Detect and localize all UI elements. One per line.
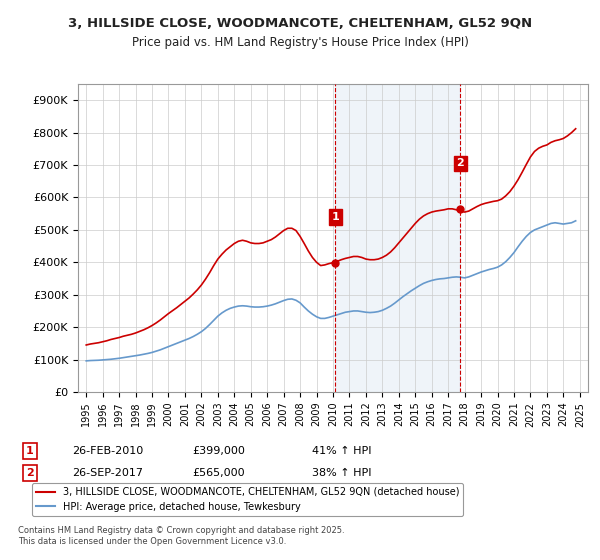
Text: 2: 2 [26,468,34,478]
Text: 1: 1 [332,212,340,222]
Text: 26-SEP-2017: 26-SEP-2017 [72,468,143,478]
Text: Contains HM Land Registry data © Crown copyright and database right 2025.
This d: Contains HM Land Registry data © Crown c… [18,526,344,546]
Bar [335,84,460,392]
Text: 26-FEB-2010: 26-FEB-2010 [72,446,143,456]
Text: 38% ↑ HPI: 38% ↑ HPI [312,468,371,478]
Legend: 3, HILLSIDE CLOSE, WOODMANCOTE, CHELTENHAM, GL52 9QN (detached house), HPI: Aver: 3, HILLSIDE CLOSE, WOODMANCOTE, CHELTENH… [32,483,463,516]
Text: 41% ↑ HPI: 41% ↑ HPI [312,446,371,456]
Text: 3, HILLSIDE CLOSE, WOODMANCOTE, CHELTENHAM, GL52 9QN: 3, HILLSIDE CLOSE, WOODMANCOTE, CHELTENH… [68,17,532,30]
Text: 1: 1 [26,446,34,456]
Text: 2: 2 [456,158,464,169]
Text: £565,000: £565,000 [192,468,245,478]
Text: Price paid vs. HM Land Registry's House Price Index (HPI): Price paid vs. HM Land Registry's House … [131,36,469,49]
Text: £399,000: £399,000 [192,446,245,456]
